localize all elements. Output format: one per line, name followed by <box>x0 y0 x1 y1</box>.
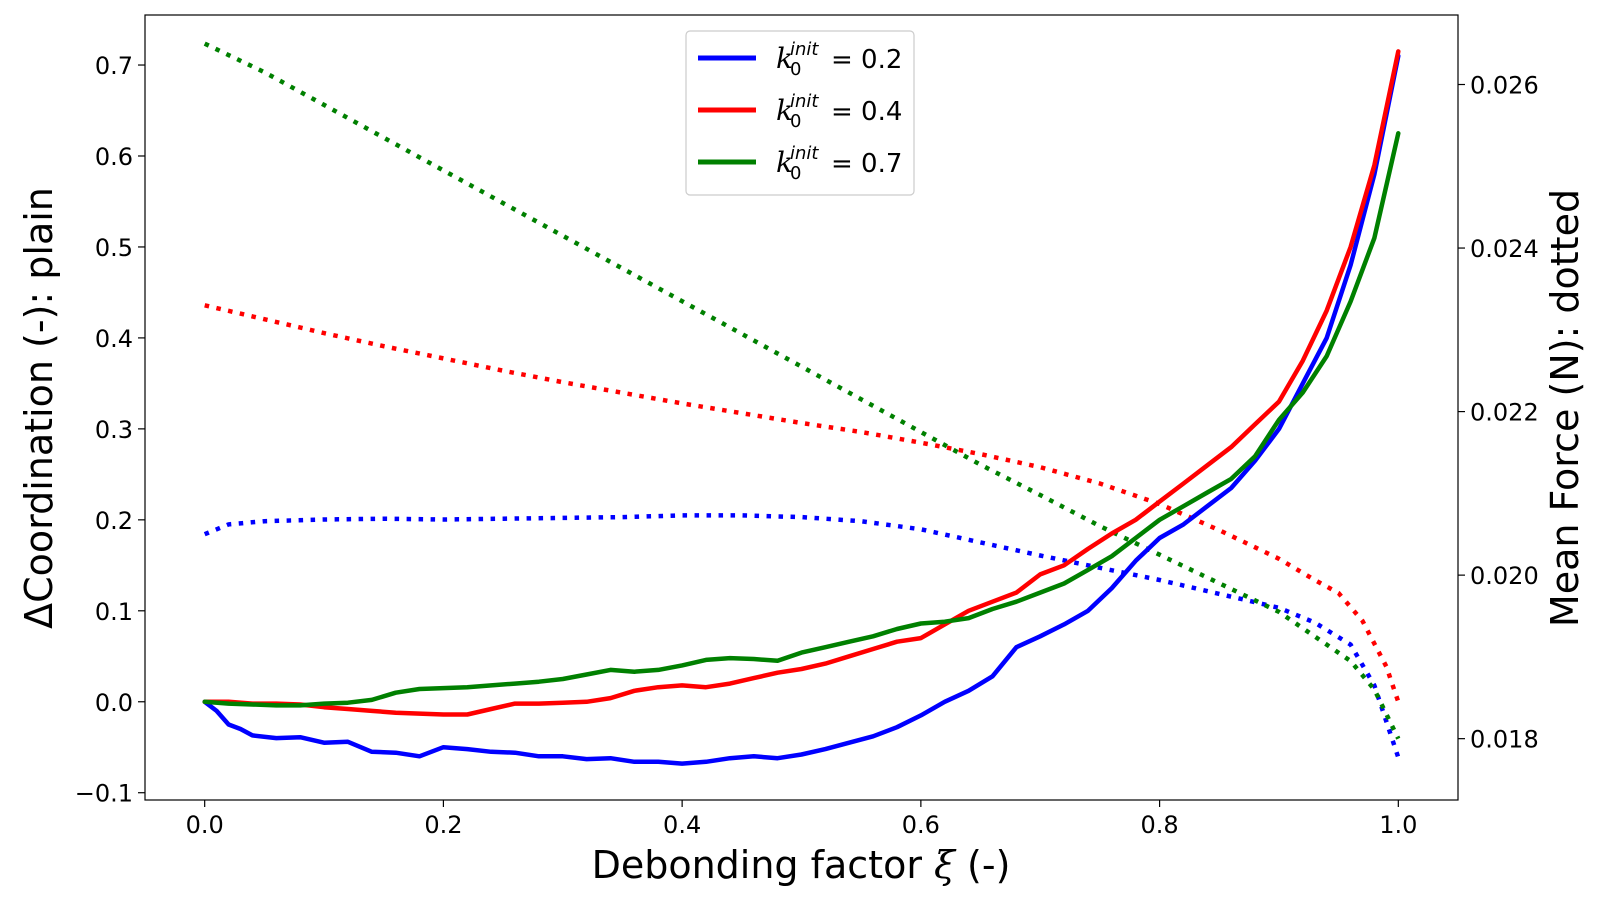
x-tick-label: 1.0 <box>1379 811 1417 839</box>
y-tick-label: 0.6 <box>95 143 133 171</box>
y2-tick-label: 0.026 <box>1470 72 1539 100</box>
y-axis-label-left: ΔCoordination (-): plain <box>17 187 61 629</box>
y-tick-label: 0.4 <box>95 325 133 353</box>
legend-sub-2: 0 <box>790 163 801 184</box>
legend-entry-1: k 0 init = 0.4 <box>698 91 902 132</box>
legend-k-2: k <box>776 146 793 179</box>
series-coordination-line-0 <box>202 53 1401 766</box>
y-axis-right: 0.018 0.020 0.022 0.024 0.026 <box>1458 72 1539 754</box>
series-force-line-0 <box>203 513 1401 759</box>
y-tick-label: 0.2 <box>95 507 133 535</box>
x-tick-label: 0.6 <box>902 811 940 839</box>
y-tick-label: 0.5 <box>95 234 133 262</box>
x-tick-label: 0.0 <box>186 811 224 839</box>
y-axis-label-right: Mean Force (N): dotted <box>1543 189 1587 627</box>
legend-k-0: k <box>776 42 793 75</box>
legend-frame <box>685 30 915 196</box>
legend-sub-1: 0 <box>790 111 801 132</box>
legend-sup-0: init <box>790 39 819 60</box>
y-tick-label: 0.0 <box>95 689 133 717</box>
series-coordination-line-2 <box>202 131 1401 708</box>
legend-k-1: k <box>776 94 793 127</box>
x-axis: 0.0 0.2 0.4 0.6 0.8 1.0 <box>186 800 1417 839</box>
y-tick-label: 0.1 <box>95 598 133 626</box>
legend-value-2: = 0.7 <box>831 149 902 179</box>
x-tick-label: 0.4 <box>663 811 701 839</box>
y-axis-left: −0.1 0.0 0.1 0.2 0.3 0.4 0.5 0.6 0.7 <box>75 52 145 808</box>
x-axis-label: Debonding factor ξ (-) <box>592 843 1011 887</box>
y-tick-label: 0.7 <box>95 52 133 80</box>
y2-tick-label: 0.022 <box>1470 399 1539 427</box>
y2-tick-label: 0.020 <box>1470 562 1539 590</box>
series-force-line-1 <box>204 303 1401 703</box>
y-tick-label: 0.3 <box>95 416 133 444</box>
legend-sub-0: 0 <box>790 59 801 80</box>
legend-sup-2: init <box>790 143 819 164</box>
x-tick-label: 0.8 <box>1141 811 1179 839</box>
y2-tick-label: 0.018 <box>1470 726 1539 754</box>
y2-tick-label: 0.024 <box>1470 235 1539 263</box>
legend-value-1: = 0.4 <box>831 97 902 127</box>
x-tick-label: 0.2 <box>424 811 462 839</box>
legend-value-0: = 0.2 <box>831 45 902 75</box>
y-tick-label: −0.1 <box>75 780 133 808</box>
legend: k 0 init = 0.2 k 0 init = 0.4 k 0 init =… <box>685 30 915 196</box>
legend-entry-2: k 0 init = 0.7 <box>698 143 902 184</box>
series-layer <box>202 41 1401 766</box>
series-coordination-line-1 <box>202 49 1401 717</box>
legend-sup-1: init <box>790 91 819 112</box>
series-force-line-2 <box>203 41 1401 740</box>
legend-entry-0: k 0 init = 0.2 <box>698 39 902 80</box>
